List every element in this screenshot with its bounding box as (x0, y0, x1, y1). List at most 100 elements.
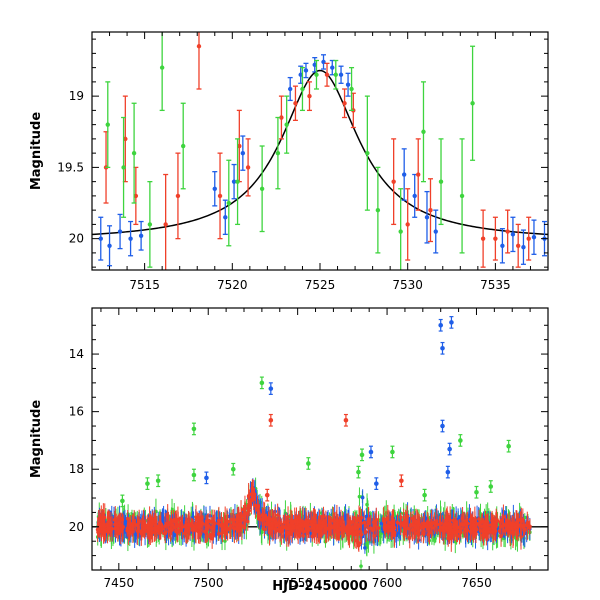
top-x-tick-label: 7535 (480, 278, 511, 292)
data-point (279, 115, 284, 120)
outlier-point (445, 469, 451, 475)
data-point (250, 486, 255, 491)
data-point (526, 236, 531, 241)
data-point (364, 542, 369, 546)
top-panel: 7515 7520 7525 7530 7535 19 19.5 20 Magn… (29, 31, 549, 292)
data-point (184, 528, 189, 533)
data-point (412, 523, 416, 527)
data-point (183, 531, 187, 536)
data-point (123, 136, 128, 142)
data-point (141, 519, 146, 524)
data-point (424, 215, 430, 220)
data-point (362, 520, 367, 525)
data-point (458, 527, 463, 532)
data-point (346, 531, 351, 536)
data-point (519, 523, 523, 527)
data-point (477, 521, 482, 525)
data-point (363, 546, 367, 550)
outlier-point (374, 481, 379, 486)
data-point (223, 215, 228, 220)
data-point (350, 525, 354, 529)
data-point (138, 233, 144, 238)
outlier-point (259, 380, 265, 386)
top-x-tick-label: 7515 (129, 278, 160, 292)
data-point (229, 524, 233, 528)
data-point (344, 527, 349, 532)
data-point (219, 524, 224, 528)
data-point (213, 521, 217, 526)
top-x-tick-label: 7520 (217, 278, 248, 292)
outlier-point (155, 478, 161, 484)
data-point (241, 507, 246, 512)
data-point (270, 517, 275, 522)
data-point (427, 530, 432, 535)
outlier-point (268, 417, 274, 423)
data-point (379, 521, 384, 526)
data-point (421, 129, 426, 134)
data-point (416, 172, 421, 177)
data-point (167, 529, 171, 534)
data-point (338, 72, 344, 77)
data-point (371, 528, 375, 533)
top-y-tick-label: 19 (69, 89, 84, 103)
data-point (515, 243, 521, 248)
data-point (125, 516, 130, 521)
data-point (205, 525, 210, 530)
data-point (235, 179, 240, 184)
data-point (452, 530, 456, 534)
data-point (121, 165, 126, 170)
data-point (208, 534, 212, 539)
data-point (409, 523, 413, 528)
data-point (300, 519, 305, 524)
data-point (522, 523, 527, 528)
data-point (107, 243, 112, 248)
data-point (359, 564, 363, 568)
data-point (499, 534, 503, 538)
data-point (431, 526, 435, 530)
data-point (503, 523, 508, 528)
data-point (242, 525, 247, 530)
data-point (95, 527, 100, 532)
data-point (181, 143, 186, 149)
data-point (275, 513, 280, 517)
data-point (191, 526, 196, 531)
top-x-tick-label: 7525 (305, 278, 336, 292)
data-point (330, 65, 335, 70)
data-point (239, 518, 243, 523)
data-point (366, 521, 371, 526)
data-point (133, 193, 139, 199)
data-point (200, 520, 204, 525)
data-point (131, 150, 137, 156)
data-point (262, 527, 267, 532)
data-point (106, 520, 111, 525)
data-point (465, 527, 469, 532)
data-point (480, 236, 486, 241)
data-point (150, 527, 154, 532)
data-point (321, 521, 325, 525)
data-point (512, 522, 517, 527)
data-point (333, 72, 338, 77)
data-point (113, 526, 118, 531)
data-point (260, 530, 264, 535)
data-point (117, 229, 123, 234)
data-point (474, 521, 479, 526)
data-point (391, 179, 396, 184)
data-point (433, 229, 438, 234)
data-point (240, 150, 246, 156)
data-point (264, 517, 269, 522)
data-point (147, 222, 153, 227)
data-point (130, 523, 135, 527)
data-point (175, 530, 180, 535)
data-point (198, 532, 202, 537)
outlier-point (440, 423, 445, 429)
data-point (224, 526, 229, 531)
data-point (438, 521, 443, 526)
data-point (341, 524, 346, 528)
data-point (312, 519, 317, 524)
data-point (387, 520, 391, 525)
data-point (307, 93, 312, 99)
data-point (472, 526, 477, 530)
data-point (237, 143, 242, 149)
data-point (300, 86, 305, 92)
